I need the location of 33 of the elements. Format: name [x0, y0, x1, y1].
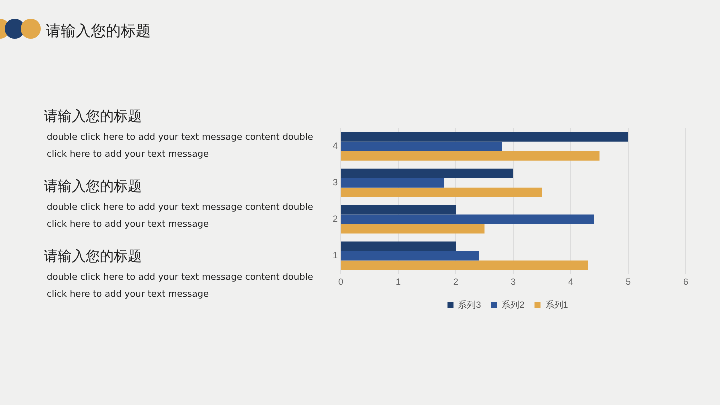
bar — [342, 242, 456, 252]
legend-label: 系列2 — [502, 300, 525, 310]
x-tick-label: 3 — [510, 277, 516, 288]
x-tick-label: 5 — [626, 277, 632, 288]
bar — [342, 188, 542, 198]
y-tick-label: 2 — [332, 214, 338, 224]
text: double click here to add your text message content double click here to add your text message — [47, 132, 314, 162]
x-tick-label: 1 — [396, 277, 402, 288]
x-tick-label: 6 — [683, 277, 689, 288]
text: 请输入您的标题 — [44, 108, 143, 126]
bar — [342, 168, 514, 178]
bar — [342, 224, 485, 234]
bar — [342, 214, 594, 224]
bar — [342, 205, 456, 215]
x-tick-label: 2 — [453, 277, 459, 288]
text: 请输入您的标题 — [44, 248, 143, 266]
bar — [342, 178, 445, 188]
y-tick-label: 1 — [332, 250, 338, 260]
bar — [342, 260, 588, 270]
legend-label: 系列1 — [545, 300, 568, 310]
text: double click here to add your text message content double click here to add your text message — [47, 202, 314, 232]
text: double click here to add your text message content double click here to add your text message — [47, 272, 314, 302]
x-tick-label: 4 — [568, 277, 574, 288]
bar — [342, 251, 480, 261]
legend-label: 系列3 — [458, 300, 482, 310]
bar — [342, 151, 600, 161]
text: 请输入您的标题 — [44, 178, 143, 196]
y-tick-label: 4 — [332, 141, 338, 152]
bar — [342, 142, 502, 152]
x-tick-label: 0 — [338, 277, 344, 288]
bar — [342, 132, 628, 142]
text: 请输入您的标题 — [46, 22, 151, 41]
y-tick-label: 3 — [332, 178, 338, 188]
